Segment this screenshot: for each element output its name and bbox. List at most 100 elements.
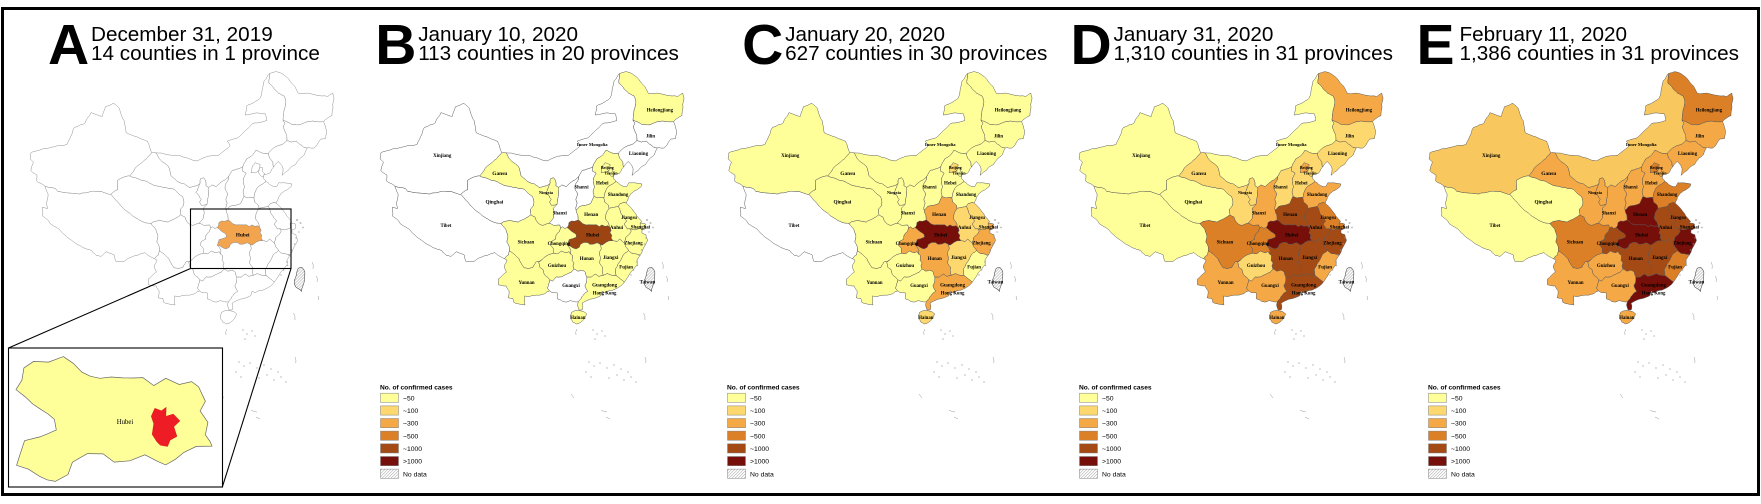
svg-text:Hainan: Hainan — [918, 316, 934, 321]
svg-text:Fujian: Fujian — [1668, 265, 1682, 270]
svg-text:Hunan: Hunan — [579, 257, 593, 262]
svg-text:No data: No data — [403, 471, 427, 478]
svg-text:Zhejiang: Zhejiang — [624, 242, 643, 247]
svg-text:Tibet: Tibet — [440, 224, 451, 229]
svg-text:Qinghai: Qinghai — [833, 199, 851, 205]
svg-text:~50: ~50 — [1451, 395, 1463, 402]
svg-text:Anhui: Anhui — [957, 226, 971, 231]
svg-text:Fujian: Fujian — [619, 265, 633, 270]
svg-text:~100: ~100 — [403, 408, 419, 415]
svg-text:Guizhou: Guizhou — [1596, 264, 1615, 269]
svg-text:Sichuan: Sichuan — [1566, 241, 1583, 246]
svg-text:Shanghai: Shanghai — [1330, 225, 1350, 230]
svg-text:Shanxi: Shanxi — [900, 211, 915, 216]
svg-text:Xinjiang: Xinjiang — [781, 154, 800, 159]
svg-text:~300: ~300 — [1102, 421, 1118, 428]
svg-text:Chongqing: Chongqing — [1596, 242, 1619, 247]
svg-text:Jiangsu: Jiangsu — [1670, 216, 1686, 221]
svg-text:Xinjiang: Xinjiang — [1482, 154, 1501, 159]
svg-text:Hong Kong: Hong Kong — [1641, 292, 1665, 297]
svg-text:No data: No data — [1451, 471, 1475, 478]
svg-text:Hebei: Hebei — [1645, 181, 1658, 186]
svg-text:Jilin: Jilin — [993, 135, 1002, 140]
svg-text:Hainan: Hainan — [1619, 316, 1635, 321]
svg-text:Chongqing: Chongqing — [547, 242, 570, 247]
svg-text:Shanxi: Shanxi — [574, 186, 589, 191]
svg-text:No data: No data — [1102, 471, 1126, 478]
svg-text:Shanxi: Shanxi — [1252, 211, 1267, 216]
svg-text:>1000: >1000 — [1451, 459, 1470, 466]
svg-text:Zhejiang: Zhejiang — [1323, 242, 1342, 247]
svg-text:Yunnan: Yunnan — [866, 281, 882, 286]
svg-text:Beijing: Beijing — [948, 165, 962, 170]
svg-text:~1000: ~1000 — [1102, 446, 1121, 453]
svg-text:No. of confirmed cases: No. of confirmed cases — [380, 385, 453, 392]
svg-text:>1000: >1000 — [403, 459, 422, 466]
svg-text:Tianjin: Tianjin — [1303, 171, 1317, 176]
svg-text:~500: ~500 — [1102, 433, 1118, 440]
svg-text:Tianjin: Tianjin — [604, 171, 618, 176]
svg-text:Qinghai: Qinghai — [1534, 199, 1552, 205]
svg-text:Jiangxi: Jiangxi — [950, 256, 966, 261]
svg-text:~100: ~100 — [1102, 408, 1118, 415]
svg-text:No. of confirmed cases: No. of confirmed cases — [727, 385, 800, 392]
svg-text:Xinjiang: Xinjiang — [433, 154, 452, 159]
svg-text:Ningxia: Ningxia — [1238, 190, 1253, 195]
svg-text:Ningxia: Ningxia — [1588, 190, 1603, 195]
svg-text:Shanxi: Shanxi — [1623, 186, 1638, 191]
svg-text:Fujian: Fujian — [967, 265, 981, 270]
svg-text:Guangdong: Guangdong — [1291, 283, 1317, 288]
svg-text:Taiwan: Taiwan — [1339, 281, 1355, 286]
svg-text:~1000: ~1000 — [750, 446, 769, 453]
svg-text:Hunan: Hunan — [1628, 257, 1642, 262]
svg-text:No. of confirmed cases: No. of confirmed cases — [1079, 385, 1152, 392]
svg-text:Guizhou: Guizhou — [1247, 264, 1266, 269]
svg-text:Gansu: Gansu — [840, 171, 855, 177]
svg-text:~300: ~300 — [403, 421, 419, 428]
svg-text:~500: ~500 — [403, 433, 419, 440]
svg-text:Hainan: Hainan — [570, 316, 586, 321]
svg-text:Hainan: Hainan — [1269, 316, 1285, 321]
svg-text:Shandong: Shandong — [955, 193, 976, 198]
svg-text:Jiangxi: Jiangxi — [1302, 256, 1318, 261]
svg-text:Guangxi: Guangxi — [562, 284, 580, 289]
svg-text:Shandong: Shandong — [607, 193, 628, 198]
svg-text:Guangxi: Guangxi — [910, 284, 928, 289]
svg-text:Liaoning: Liaoning — [1677, 152, 1697, 157]
svg-text:Tianjin: Tianjin — [1653, 171, 1667, 176]
svg-text:Tibet: Tibet — [1139, 224, 1150, 229]
svg-text:~300: ~300 — [1451, 421, 1467, 428]
svg-text:Liaoning: Liaoning — [976, 152, 996, 157]
svg-text:Shanghai: Shanghai — [630, 225, 650, 230]
svg-text:Guangxi: Guangxi — [1611, 284, 1629, 289]
svg-text:Ningxia: Ningxia — [887, 190, 902, 195]
svg-text:~100: ~100 — [1451, 408, 1467, 415]
svg-text:Yunnan: Yunnan — [518, 281, 534, 286]
svg-text:Guangxi: Guangxi — [1261, 284, 1279, 289]
svg-text:Chongqing: Chongqing — [895, 242, 918, 247]
svg-text:Taiwan: Taiwan — [1688, 281, 1704, 286]
svg-text:Jiangxi: Jiangxi — [1651, 256, 1667, 261]
svg-text:Hebei: Hebei — [596, 181, 609, 186]
svg-text:Tianjin: Tianjin — [952, 171, 966, 176]
svg-text:Henan: Henan — [932, 213, 946, 218]
svg-text:No. of confirmed cases: No. of confirmed cases — [1428, 385, 1501, 392]
svg-text:~1000: ~1000 — [1451, 446, 1470, 453]
svg-text:Jilin: Jilin — [646, 135, 655, 140]
svg-text:Shanxi: Shanxi — [1273, 186, 1288, 191]
svg-text:Hubei: Hubei — [1285, 233, 1299, 238]
svg-text:Heilongjiang: Heilongjiang — [646, 109, 673, 114]
svg-text:Sichuan: Sichuan — [517, 241, 534, 246]
svg-text:Shandong: Shandong — [1307, 193, 1328, 198]
svg-text:Gansu: Gansu — [1541, 171, 1556, 177]
svg-text:Beijing: Beijing — [1300, 165, 1314, 170]
svg-text:~50: ~50 — [750, 395, 762, 402]
svg-text:Zhejiang: Zhejiang — [972, 242, 991, 247]
svg-text:No data: No data — [750, 471, 774, 478]
svg-text:Liaoning: Liaoning — [1328, 152, 1348, 157]
svg-text:Qinghai: Qinghai — [485, 199, 503, 205]
svg-text:Jiangsu: Jiangsu — [969, 216, 985, 221]
svg-text:Jilin: Jilin — [1694, 135, 1703, 140]
svg-text:Gansu: Gansu — [492, 171, 507, 177]
svg-text:Beijing: Beijing — [601, 165, 615, 170]
